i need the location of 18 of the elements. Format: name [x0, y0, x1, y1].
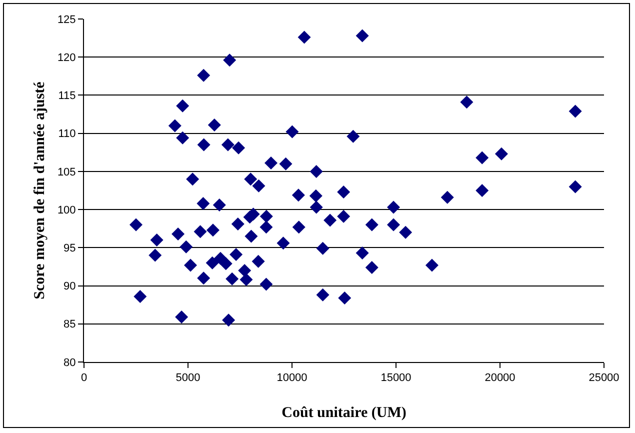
y-tick-label: 95: [64, 242, 76, 255]
y-tick-label: 80: [64, 356, 76, 369]
y-tick-label: 125: [57, 14, 76, 26]
y-tick-label: 115: [58, 90, 76, 102]
x-tick-label: 0: [80, 372, 88, 384]
y-tick-label: 120: [57, 52, 76, 64]
y-tick-label: 105: [57, 166, 76, 178]
x-tick-label: 15000: [380, 372, 412, 384]
x-tick-label: 20000: [484, 372, 516, 384]
y-tick-label: 85: [64, 318, 76, 331]
y-tick-label: 90: [64, 280, 76, 293]
x-tick-label: 10000: [276, 372, 308, 384]
y-axis-title: Score moyen de fin d'année ajusté: [32, 81, 48, 300]
x-tick-label: 25000: [588, 372, 620, 384]
x-axis-title: Coût unitaire (UM): [282, 405, 406, 421]
y-tick-label: 110: [58, 128, 76, 140]
x-tick-label: 5000: [176, 372, 200, 384]
y-tick-label: 100: [57, 204, 76, 216]
